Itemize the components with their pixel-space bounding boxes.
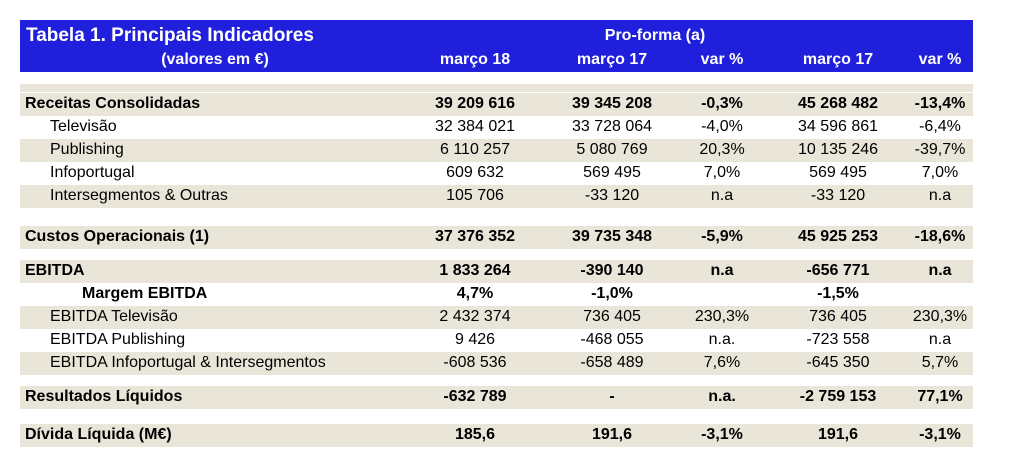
row-label: Intersegmentos & Outras	[50, 187, 228, 204]
cell-value: -656 771	[806, 262, 870, 279]
cell-value: 185,6	[454, 426, 496, 443]
row-band	[20, 93, 973, 116]
cell-value: 20,3%	[699, 141, 745, 158]
cell-value: 609 632	[446, 164, 504, 181]
column-header: março 18	[439, 51, 511, 68]
row-band	[20, 386, 973, 409]
cell-value: -2 759 153	[799, 388, 877, 405]
row-band	[20, 139, 973, 162]
row-band	[20, 352, 973, 375]
cell-value: -1,5%	[817, 285, 859, 302]
row-label: Publishing	[50, 141, 124, 158]
cell-value: 191,6	[591, 426, 633, 443]
row-band	[20, 424, 973, 447]
cell-value: n.a.	[708, 388, 736, 405]
cell-value: 5,7%	[921, 354, 959, 371]
cell-value: 32 384 021	[434, 118, 516, 135]
cell-value: -33 120	[584, 187, 640, 204]
cell-value: 39 209 616	[434, 95, 516, 112]
row-label: EBITDA	[25, 262, 85, 279]
cell-value: -3,1%	[701, 426, 743, 443]
cell-value: -0,3%	[701, 95, 743, 112]
row-label: EBITDA Infoportugal & Intersegmentos	[50, 354, 326, 371]
row-band	[20, 306, 973, 329]
cell-value: 7,0%	[921, 164, 959, 181]
cell-value: 10 135 246	[797, 141, 879, 158]
cell-value: 230,3%	[694, 308, 750, 325]
cell-value: 33 728 064	[571, 118, 653, 135]
cell-value: 736 405	[583, 308, 641, 325]
cell-value: 1 833 264	[439, 262, 511, 279]
cell-value: -1,0%	[591, 285, 633, 302]
cell-value: 2 432 374	[439, 308, 511, 325]
cell-value: 5 080 769	[576, 141, 648, 158]
row-band	[20, 185, 973, 208]
cell-value: 37 376 352	[434, 228, 516, 245]
cell-value: 230,3%	[912, 308, 968, 325]
row-label: EBITDA Televisão	[50, 308, 178, 325]
cell-value: 77,1%	[917, 388, 963, 405]
row-band	[20, 260, 973, 283]
row-label: Receitas Consolidadas	[25, 95, 201, 112]
cell-value: 191,6	[817, 426, 859, 443]
row-label: Resultados Líquidos	[25, 388, 183, 405]
table-title: Tabela 1. Principais Indicadores	[26, 25, 314, 46]
cell-value: -608 536	[443, 354, 507, 371]
cell-value: -632 789	[443, 388, 507, 405]
cell-value: n.a	[710, 262, 734, 279]
cell-value: -468 055	[580, 331, 644, 348]
cell-value: -645 350	[806, 354, 870, 371]
units-label: (valores em €)	[161, 51, 269, 68]
proforma-label: Pro-forma (a)	[604, 27, 706, 44]
row-label: Custos Operacionais (1)	[25, 228, 210, 245]
cell-value: 7,6%	[703, 354, 741, 371]
spacer-band	[20, 84, 973, 92]
row-label: Dívida Líquida (M€)	[25, 426, 172, 443]
column-header: var %	[918, 51, 962, 68]
cell-value: 6 110 257	[440, 141, 510, 158]
cell-value: 39 735 348	[571, 228, 653, 245]
cell-value: -723 558	[806, 331, 870, 348]
cell-value: -390 140	[580, 262, 644, 279]
cell-value: 7,0%	[703, 164, 741, 181]
cell-value: 45 268 482	[797, 95, 879, 112]
column-header: março 17	[802, 51, 874, 68]
cell-value: 569 495	[809, 164, 867, 181]
row-label: Infoportugal	[50, 164, 135, 181]
cell-value: -4,0%	[701, 118, 743, 135]
cell-value: 105 706	[446, 187, 504, 204]
cell-value: -3,1%	[919, 426, 961, 443]
cell-value: n.a	[710, 187, 734, 204]
cell-value: n.a	[928, 187, 952, 204]
header-band	[20, 20, 973, 72]
cell-value: 39 345 208	[571, 95, 653, 112]
row-label: Margem EBITDA	[82, 285, 208, 302]
cell-value: 736 405	[809, 308, 867, 325]
cell-value: -39,7%	[914, 141, 966, 158]
row-label: Televisão	[50, 118, 117, 135]
cell-value: n.a	[928, 331, 952, 348]
cell-value: -	[609, 388, 615, 405]
column-header: var %	[700, 51, 744, 68]
row-band	[20, 226, 973, 249]
cell-value: -33 120	[810, 187, 866, 204]
column-header: março 17	[576, 51, 648, 68]
cell-value: n.a.	[708, 331, 736, 348]
cell-value: -5,9%	[701, 228, 743, 245]
cell-value: 9 426	[454, 331, 496, 348]
cell-value: -13,4%	[914, 95, 966, 112]
row-label: EBITDA Publishing	[50, 331, 186, 348]
cell-value: 45 925 253	[797, 228, 879, 245]
cell-value: -18,6%	[914, 228, 966, 245]
cell-value: 34 596 861	[797, 118, 879, 135]
cell-value: -658 489	[580, 354, 644, 371]
cell-value: 4,7%	[456, 285, 494, 302]
cell-value: n.a	[928, 262, 952, 279]
cell-value: -6,4%	[919, 118, 961, 135]
cell-value: 569 495	[583, 164, 641, 181]
